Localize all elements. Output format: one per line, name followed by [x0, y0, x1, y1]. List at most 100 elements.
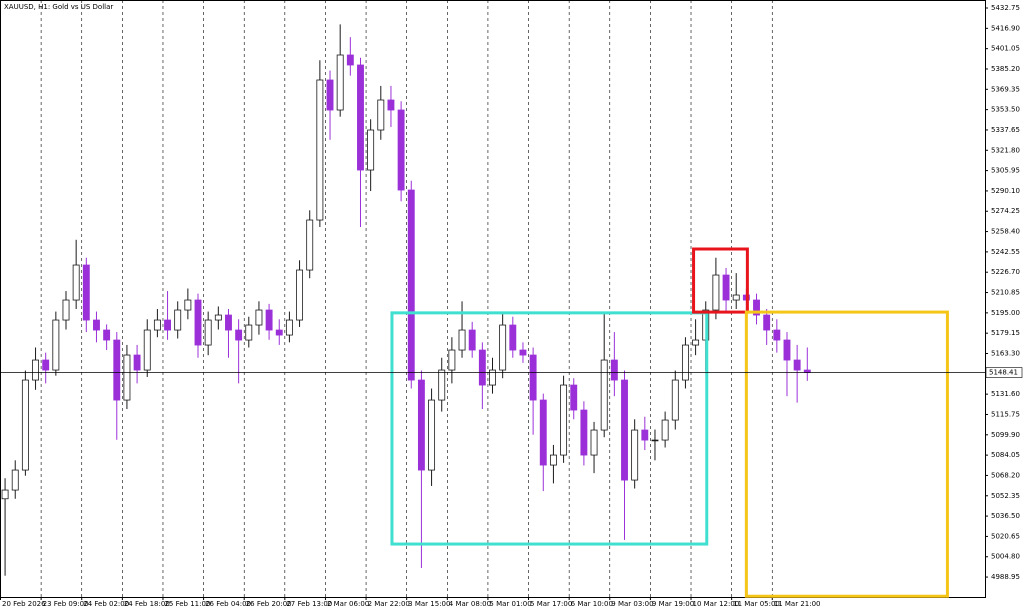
x-tick-label: 23 Feb 09:00	[43, 600, 89, 608]
candle-body	[610, 359, 618, 381]
candle-body	[204, 319, 212, 346]
candle-body	[428, 399, 436, 471]
x-tick-label: 4 Mar 08:00	[449, 600, 491, 608]
candle-body	[143, 329, 151, 371]
candle-body	[316, 79, 324, 221]
y-tick-label: 5337.65	[991, 126, 1020, 134]
candle-body	[103, 329, 111, 341]
y-tick-label: 5353.50	[991, 106, 1020, 114]
y-tick-label: 5274.25	[991, 207, 1020, 215]
y-tick-label: 5004.80	[991, 553, 1020, 561]
candle-body	[468, 329, 476, 351]
candle-body	[783, 339, 791, 361]
candle-body	[448, 349, 456, 371]
candle-body	[285, 319, 293, 336]
candle-body	[590, 429, 598, 456]
candle-body	[509, 324, 517, 351]
candle-body	[123, 354, 131, 401]
candle-body	[377, 99, 385, 131]
y-tick-label: 5385.20	[991, 65, 1020, 73]
y-tick-label: 5210.85	[991, 289, 1020, 297]
y-tick-label: 5068.20	[991, 471, 1020, 479]
candle-body	[326, 79, 334, 111]
current-price-box	[985, 367, 1023, 378]
x-tick-label: 11 Mar 21:00	[774, 600, 821, 608]
zone-rectangle	[390, 311, 709, 546]
x-tick-label: 24 Feb 18:00	[124, 600, 170, 608]
x-tick-label: 27 Feb 13:00	[286, 600, 332, 608]
x-tick-label: 11 Mar 05:00	[733, 600, 780, 608]
candle-body	[671, 379, 679, 421]
candle-body	[549, 454, 557, 466]
y-tick-label: 5195.00	[991, 309, 1020, 317]
candle-body	[21, 379, 29, 471]
candle-body	[62, 299, 70, 321]
candle-body	[265, 309, 273, 331]
candle-body	[72, 264, 80, 301]
candle-body	[692, 339, 700, 346]
y-tick-label: 5401.05	[991, 45, 1020, 53]
candle-body	[417, 379, 425, 471]
candle-body	[478, 349, 486, 386]
candle-body	[651, 439, 659, 442]
candle-body	[11, 469, 19, 491]
y-tick-label: 5052.35	[991, 492, 1020, 500]
zone-rectangle	[692, 247, 749, 314]
candle-body	[367, 129, 375, 171]
candle-body	[519, 349, 527, 356]
zone-rectangle	[744, 310, 949, 598]
candle-body	[560, 384, 568, 456]
candle-body	[529, 354, 537, 401]
candle-body	[113, 339, 121, 401]
candle-body	[712, 274, 720, 311]
candle-body	[32, 359, 39, 381]
x-tick-label: 10 Mar 12:00	[693, 600, 740, 608]
y-tick-label: 5258.40	[991, 228, 1020, 236]
candle-body	[336, 54, 344, 111]
candle-body	[296, 269, 304, 321]
candle-body	[773, 329, 781, 341]
candle-body	[387, 99, 395, 111]
candle-body	[570, 384, 578, 411]
candle-body	[153, 319, 161, 331]
x-tick-label: 26 Feb 20:00	[246, 600, 292, 608]
candle-body	[1, 489, 9, 500]
candle-body	[621, 379, 628, 481]
candle-body	[499, 324, 507, 371]
y-tick-label: 5099.90	[991, 431, 1020, 439]
y-tick-label: 5290.10	[991, 187, 1020, 195]
y-tick-label: 5020.65	[991, 532, 1020, 540]
candle-body	[681, 344, 689, 381]
x-tick-label: 20 Feb 2026	[2, 600, 46, 608]
candle-body	[722, 274, 730, 301]
candle-body	[306, 219, 314, 271]
y-tick-label: 5242.55	[991, 248, 1020, 256]
y-tick-label: 4988.95	[991, 573, 1020, 581]
y-tick-label: 5131.60	[991, 390, 1020, 398]
candle-body	[245, 324, 253, 341]
candle-body	[631, 429, 639, 481]
candle-body	[235, 329, 243, 341]
y-tick-label: 5226.70	[991, 268, 1020, 276]
candle-body	[489, 369, 496, 386]
candle-body	[793, 359, 801, 371]
x-tick-label: 25 Feb 11:00	[164, 600, 210, 608]
x-tick-label: 3 Mar 15:00	[408, 600, 450, 608]
chart-title: XAUUSD, H1: Gold vs US Dollar	[4, 3, 113, 11]
candle-body	[133, 354, 141, 371]
y-tick-label: 5115.75	[991, 410, 1020, 418]
y-tick-label: 5305.95	[991, 167, 1020, 175]
candle-body	[184, 299, 192, 311]
candle-body	[275, 329, 283, 336]
candle-body	[458, 329, 466, 351]
x-tick-label: 6 Mar 10:00	[571, 600, 613, 608]
candle-body	[225, 314, 232, 331]
candle-body	[661, 419, 669, 441]
current-price-label: 5148.41	[989, 369, 1018, 377]
candle-body	[641, 429, 649, 441]
candle-body	[194, 299, 202, 346]
candle-body	[539, 399, 547, 466]
x-tick-label: 2 Mar 06:00	[327, 600, 369, 608]
candle-body	[42, 359, 50, 371]
x-tick-label: 9 Mar 19:00	[652, 600, 694, 608]
